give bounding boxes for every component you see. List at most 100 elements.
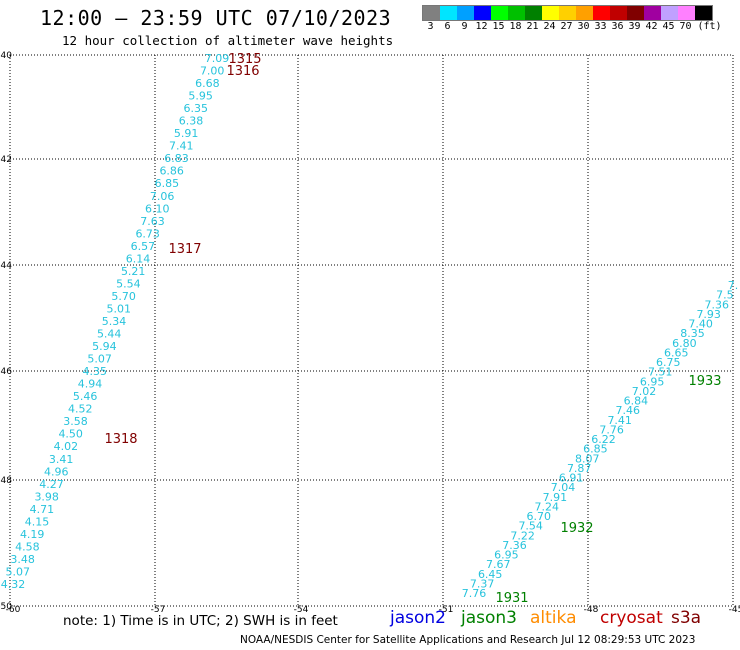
legend-label: 70 xyxy=(679,21,692,32)
wave-height-value: 7.76 xyxy=(462,587,487,600)
wave-height-value: 3.98 xyxy=(34,490,59,503)
wave-height-value: 7.02 xyxy=(632,385,657,398)
wave-height-value: 6.57 xyxy=(131,240,156,253)
legend-label: 9 xyxy=(461,21,468,32)
wave-height-value: 6.38 xyxy=(179,115,204,128)
legend-swatch xyxy=(491,6,508,20)
wave-height-value: 7.41 xyxy=(607,414,632,427)
wave-height-value: 4.15 xyxy=(25,515,50,528)
legend-label: 45 xyxy=(662,21,675,32)
legend-swatch xyxy=(542,6,559,20)
pass-time-label: 1317 xyxy=(168,242,201,257)
legend-label: 18 xyxy=(509,21,522,32)
legend-label: 24 xyxy=(543,21,556,32)
wave-height-value: 6.10 xyxy=(145,202,170,215)
wave-height-value: 7.04 xyxy=(551,481,576,494)
legend-label: 6 xyxy=(444,21,451,32)
color-scale-legend xyxy=(422,5,713,21)
wave-height-value: 7.24 xyxy=(535,500,560,513)
pass-time-label: 1932 xyxy=(560,521,593,536)
wave-height-value: 4.50 xyxy=(58,428,83,441)
wave-height-value: 5.44 xyxy=(97,328,122,341)
lon-tick-label: -48 xyxy=(584,605,599,615)
lat-tick-label: -44 xyxy=(0,261,12,271)
wave-height-value: 3.48 xyxy=(10,553,35,566)
wave-height-value: 7.67 xyxy=(486,558,511,571)
pass-time-label: 1931 xyxy=(495,591,528,606)
legend-swatch xyxy=(423,6,440,20)
wave-height-value: 5.94 xyxy=(92,340,117,353)
legend-label: 42 xyxy=(645,21,658,32)
legend-label: 33 xyxy=(594,21,607,32)
wave-height-value: 7.63 xyxy=(140,215,165,228)
legend-label: 21 xyxy=(526,21,539,32)
legend-swatch xyxy=(525,6,542,20)
legend-swatch xyxy=(576,6,593,20)
wave-height-value: 7.36 xyxy=(502,539,527,552)
legend-label: 27 xyxy=(560,21,573,32)
wave-height-value: 5.07 xyxy=(6,566,31,579)
wave-height-value: 6.91 xyxy=(559,472,584,485)
wave-height-value: 7.51 xyxy=(648,366,673,379)
legend-label: 12 xyxy=(475,21,488,32)
lon-tick-label: -45 xyxy=(729,605,740,615)
wave-height-value: 6.65 xyxy=(664,346,689,359)
lat-tick-label: -48 xyxy=(0,476,12,486)
credit-line: NOAA/NESDIS Center for Satellite Applica… xyxy=(240,634,696,646)
note-text: note: 1) Time is in UTC; 2) SWH is in fe… xyxy=(63,613,338,629)
legend-swatch xyxy=(695,6,712,20)
wave-height-value: 7.41 xyxy=(169,140,194,153)
legend-swatch xyxy=(508,6,525,20)
legend-label: 30 xyxy=(577,21,590,32)
wave-height-value: 5.34 xyxy=(102,315,127,328)
wave-height-value: 7.93 xyxy=(696,308,721,321)
wave-height-value: 6.95 xyxy=(494,549,519,562)
lon-tick-label: -57 xyxy=(151,605,166,615)
legend-label: 15 xyxy=(492,21,505,32)
legend-swatch xyxy=(457,6,474,20)
wave-height-value: 4.32 xyxy=(1,578,26,591)
wave-height-value: 5.95 xyxy=(188,90,213,103)
wave-height-value: 4.96 xyxy=(44,465,69,478)
pass-time-label: 1933 xyxy=(688,374,721,389)
legend-label: 3 xyxy=(427,21,434,32)
wave-height-value: 7.00 xyxy=(200,65,225,78)
lat-tick-label: -50 xyxy=(0,602,12,612)
wave-height-value: 6.95 xyxy=(640,375,665,388)
legend-swatch xyxy=(678,6,695,20)
legend-label: (ft) xyxy=(697,21,722,32)
wave-height-value: 6.85 xyxy=(583,443,608,456)
wave-height-value: 3.41 xyxy=(49,453,74,466)
wave-height-value: 6.68 xyxy=(195,77,220,90)
chart-subtitle: 12 hour collection of altimeter wave hei… xyxy=(62,33,394,48)
wave-height-value: 6.45 xyxy=(478,568,503,581)
wave-height-value: 7.22 xyxy=(510,529,535,542)
wave-height-value: 7.76 xyxy=(599,423,624,436)
wave-height-value: 3.58 xyxy=(63,415,88,428)
wave-height-value: 4.35 xyxy=(83,365,108,378)
wave-height-value: 6.75 xyxy=(656,356,681,369)
wave-height-value: 4.02 xyxy=(54,440,79,453)
lat-tick-label: -40 xyxy=(0,51,12,61)
legend-label: 36 xyxy=(611,21,624,32)
wave-height-value: 8.07 xyxy=(575,452,600,465)
satellite-label-altika: altika xyxy=(530,608,577,628)
wave-height-value: 8.35 xyxy=(680,327,705,340)
legend-swatch xyxy=(627,6,644,20)
wave-height-value: 5.70 xyxy=(111,290,136,303)
wave-height-value: 6.86 xyxy=(159,165,184,178)
legend-swatch xyxy=(440,6,457,20)
legend-label: 39 xyxy=(628,21,641,32)
legend-swatch xyxy=(559,6,576,20)
lon-tick-label: -60 xyxy=(6,605,21,615)
wave-height-value: 7.87 xyxy=(567,462,592,475)
satellite-label-s3a: s3a xyxy=(671,608,702,628)
wave-height-value: 4.71 xyxy=(30,503,55,516)
pass-time-label: 1315 xyxy=(228,52,261,67)
wave-height-value: 4.19 xyxy=(20,528,45,541)
lat-tick-label: -46 xyxy=(0,367,12,377)
pass-time-label: 1316 xyxy=(226,64,259,79)
legend-swatch xyxy=(661,6,678,20)
wave-height-value: 5.46 xyxy=(73,390,98,403)
